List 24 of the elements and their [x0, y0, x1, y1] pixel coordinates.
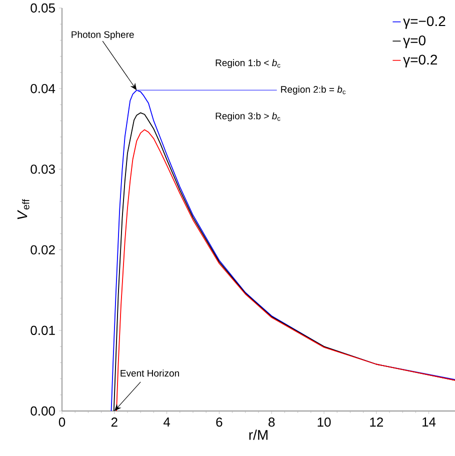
y-tick-label: 0.05	[30, 3, 55, 13]
annotation: Event Horizon	[120, 370, 179, 377]
y-axis-title: V$_{eff}$	[17, 199, 30, 220]
x-tick-label: 4	[163, 418, 170, 426]
annotation: Photon Sphere	[72, 30, 134, 40]
x-tick-label: 6	[216, 418, 222, 427]
legend-label: γ=−0.2	[403, 16, 446, 29]
y-tick-label: 0.03	[30, 164, 55, 174]
x-tick-label: 12	[370, 418, 383, 427]
y-tick-label: 0.00	[30, 406, 55, 416]
x-tick-label: 0	[58, 418, 66, 427]
legend-label: γ=0	[403, 35, 426, 48]
x-tick-label: 10	[318, 418, 331, 427]
x-tick-label: 8	[268, 418, 275, 427]
y-tick-label: 0.04	[30, 84, 56, 94]
annotation: Region 1:b < b$_{c}$	[216, 59, 280, 68]
annotation: Region 3:b > b$_{c}$	[216, 112, 280, 122]
legend-label: γ=0.2	[403, 54, 438, 68]
y-tick-label: 0.02	[30, 245, 55, 254]
x-tick-label: 14	[422, 418, 436, 426]
x-axis-title: r/M	[249, 430, 268, 440]
x-tick-label: 2	[111, 418, 118, 427]
y-tick-label: 0.01	[30, 326, 55, 335]
annotation: Region 2:b = b$_{c}$	[281, 86, 346, 95]
